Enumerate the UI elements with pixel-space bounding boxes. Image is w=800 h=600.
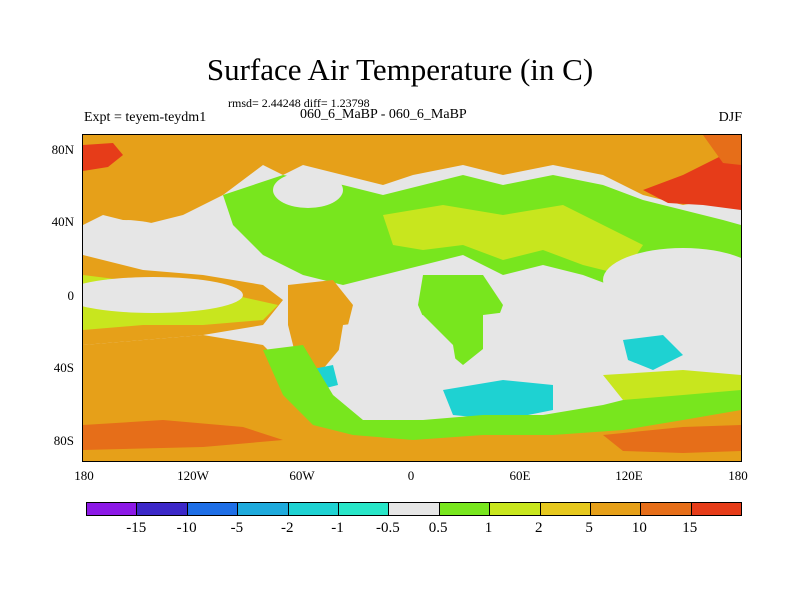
- colorbar-swatch: [641, 503, 692, 515]
- colorbar-label: -0.5: [375, 520, 400, 536]
- east-neutral-patch: [603, 248, 741, 312]
- lat-label-40s: 40S: [53, 360, 74, 375]
- colorbar-label: 1: [484, 520, 493, 536]
- colorbar-label: -1: [331, 520, 344, 536]
- lon-label-120w: 120W: [177, 468, 209, 483]
- south-green-band: [263, 345, 741, 440]
- colorbar-label: 5: [585, 520, 593, 536]
- colorbar-swatch: [540, 503, 591, 515]
- southern-ocean-orange: [83, 420, 283, 450]
- colorbar-swatch: [187, 503, 239, 515]
- lat-label-80n: 80N: [51, 142, 74, 157]
- colorbar-swatch: [87, 503, 138, 515]
- colorbar-label: 15: [682, 520, 698, 536]
- colorbar-swatch: [691, 503, 742, 515]
- indian-ocean-cool: [443, 380, 553, 420]
- colorbar-label: 0.5: [428, 520, 448, 536]
- experiment-label: Expt = teyem-teydm1: [84, 110, 207, 125]
- colorbar-swatch: [137, 503, 188, 515]
- south-mild-band: [603, 370, 741, 400]
- north-warm-band: [83, 135, 741, 225]
- colorbar-label: -5: [230, 520, 244, 536]
- colorbar-label: 2: [535, 520, 543, 536]
- eurasia-yellow: [383, 205, 643, 275]
- colorbar-swatch: [590, 503, 642, 515]
- season-label: DJF: [718, 110, 742, 125]
- map-field: [83, 135, 741, 461]
- pacific-neutral-patch: [83, 220, 183, 270]
- colorbar-swatch: [338, 503, 390, 515]
- colorbar-swatch: [490, 503, 541, 515]
- north-hot-spot-west: [83, 143, 123, 171]
- chart-title: Surface Air Temperature (in C): [206, 52, 594, 87]
- lon-label-180w: 180: [74, 468, 94, 483]
- north-hot-spot-east: [643, 145, 741, 210]
- lon-label-180e: 180: [728, 468, 748, 483]
- colorbar-swatch: [439, 503, 491, 515]
- north-orange-east: [703, 135, 741, 165]
- west-tropics-neutral: [83, 277, 243, 313]
- southern-ocean-orange-east: [603, 425, 741, 453]
- lon-label-60w: 60W: [289, 468, 315, 483]
- colorbar-label: -10: [176, 520, 197, 536]
- lon-label-120e: 120E: [615, 468, 643, 483]
- lat-label-80s: 80S: [53, 433, 74, 448]
- colorbar-swatch: [238, 503, 289, 515]
- colorbar-label: -2: [280, 520, 294, 536]
- colorbar-swatch: [389, 503, 440, 515]
- lon-label-60e: 60E: [509, 468, 531, 483]
- stats-label: rmsd= 2.44248 diff= 1.23798: [228, 96, 370, 110]
- lat-label-40n: 40N: [51, 214, 74, 229]
- colorbar-label: -15: [126, 520, 147, 536]
- colorbar-label: 10: [631, 520, 647, 536]
- south-atlantic-neutral: [333, 315, 463, 425]
- temperature-map: [82, 134, 742, 462]
- colorbar: [86, 502, 742, 516]
- lon-label-0: 0: [407, 468, 415, 483]
- lat-label-0: 0: [67, 288, 75, 303]
- colorbar-swatch: [288, 503, 339, 515]
- comparison-label: 060_6_MaBP - 060_6_MaBP: [300, 107, 467, 122]
- north-neutral-patch: [273, 172, 343, 208]
- pacific-cool-patch: [623, 335, 683, 370]
